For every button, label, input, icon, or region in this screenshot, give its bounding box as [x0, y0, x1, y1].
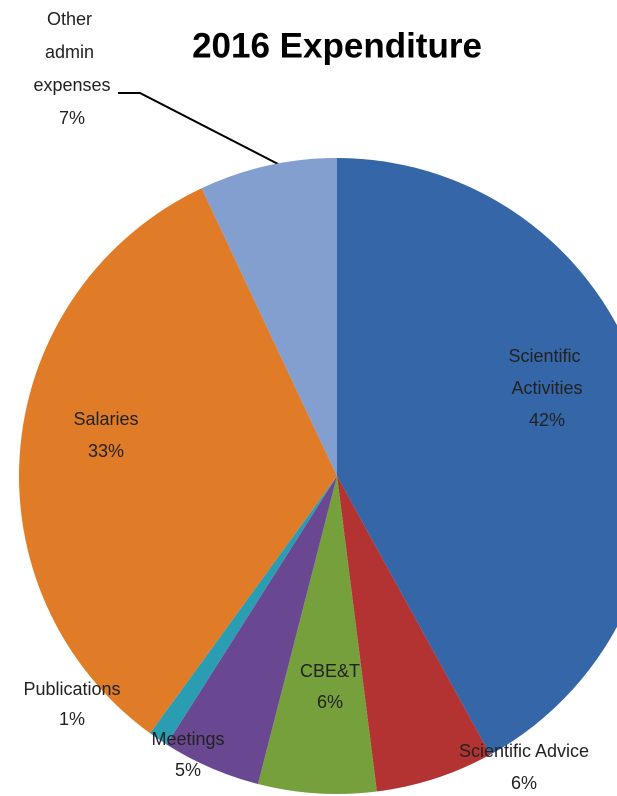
leader-line	[118, 92, 279, 165]
pie-slice	[18, 188, 337, 734]
pie-slice	[201, 158, 337, 476]
slice-label: Other admin expenses	[33, 9, 110, 95]
value-label: 1%	[59, 709, 85, 729]
value-label: 6%	[317, 692, 343, 712]
pie-slice	[150, 476, 337, 745]
slice-label: Scientific Advice	[459, 741, 589, 761]
value-label: 7%	[59, 108, 85, 128]
value-label: 5%	[175, 760, 201, 780]
pie-slice	[257, 476, 377, 794]
slice-label: Publications	[23, 679, 120, 699]
slice-label: Scientific Activities	[508, 346, 585, 398]
slice-label: CBE&T	[300, 661, 360, 681]
pie-slice	[337, 158, 617, 755]
slice-label: Meetings	[151, 729, 224, 749]
value-label: 6%	[511, 773, 537, 793]
value-label: 33%	[88, 441, 124, 461]
slice-label: Salaries	[73, 409, 138, 429]
chart-title: 2016 Expenditure	[192, 26, 482, 65]
pie-slice	[337, 476, 491, 792]
value-label: 42%	[529, 410, 565, 430]
pie-slice	[166, 476, 337, 785]
